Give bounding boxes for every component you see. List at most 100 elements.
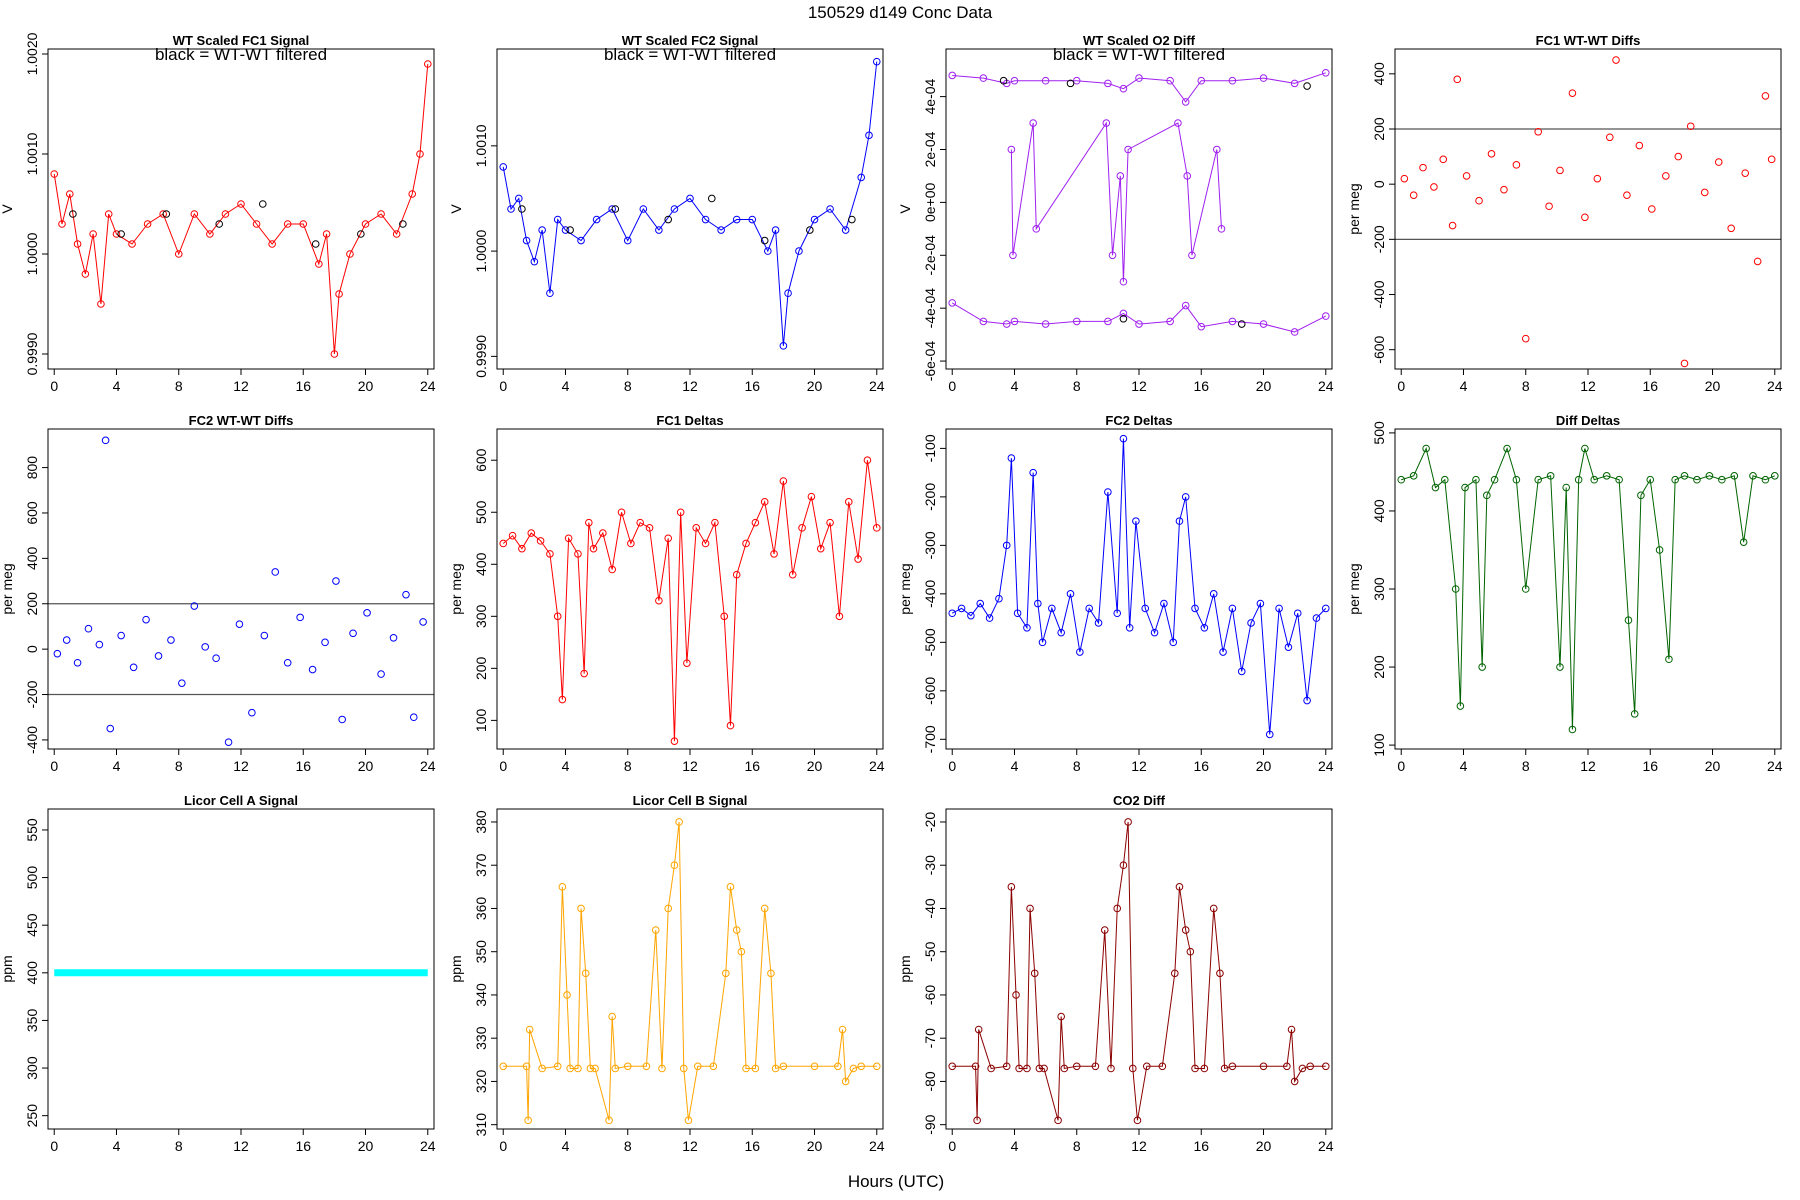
data-point (701, 215, 710, 224)
y-tick-label: 1.0000 (473, 229, 489, 272)
data-point (1183, 172, 1192, 180)
data-point (1128, 1064, 1137, 1073)
data-point (670, 737, 679, 745)
data-point (844, 498, 853, 506)
x-axis: 0 4 8 12 16 20 24 (50, 369, 436, 394)
y-tick-label: -6e-04 (922, 341, 938, 382)
data-point (508, 531, 517, 540)
data-point (1213, 145, 1221, 154)
data-point (608, 205, 616, 213)
y-axis: 250 300 350 400 450 500 550 (24, 818, 48, 1127)
data-point (1219, 648, 1227, 656)
x-tick-label: 12 (1131, 1138, 1147, 1154)
series-line (503, 821, 877, 1121)
x-axis: 0 4 8 12 16 20 24 (948, 749, 1334, 774)
data-point (1259, 1062, 1268, 1071)
y-tick-label: 600 (24, 501, 40, 525)
data-point (1770, 472, 1779, 480)
data-point (971, 1062, 980, 1071)
data-point (1119, 314, 1128, 323)
data-point (1303, 696, 1311, 705)
data-point (1397, 475, 1406, 484)
data-point (1007, 145, 1016, 154)
data-point (338, 715, 346, 724)
data-point (142, 615, 150, 624)
data-point (1166, 317, 1174, 326)
panel-title: Licor Cell A Signal (184, 793, 298, 808)
data-point (967, 611, 975, 620)
data-point (1761, 92, 1770, 100)
data-point (283, 220, 292, 228)
y-tick-label: -100 (922, 434, 938, 462)
data-point (1216, 969, 1224, 978)
data-point (1562, 483, 1571, 492)
data-point (1132, 517, 1140, 525)
data-point (810, 1062, 819, 1071)
data-point (1655, 546, 1664, 554)
data-point (1191, 604, 1199, 613)
data-point (154, 652, 163, 660)
data-point (948, 71, 957, 80)
x-tick-label: 24 (1767, 758, 1783, 774)
y-tick-label: 500 (24, 866, 40, 890)
data-point (639, 205, 648, 213)
data-point (1741, 169, 1750, 177)
data-point (1521, 334, 1530, 343)
series-line (502, 61, 878, 346)
data-point (863, 456, 872, 465)
x-tick-label: 4 (113, 1138, 121, 1154)
data-point (816, 544, 825, 553)
data-point (1119, 861, 1128, 870)
x-tick-label: 24 (420, 1138, 436, 1154)
data-point (1448, 221, 1457, 230)
x-tick-label: 0 (499, 758, 507, 774)
data-point (577, 904, 585, 913)
data-point (73, 658, 82, 667)
panel-annotation: black = WT-WT filtered (155, 45, 327, 64)
panel-title: FC1 Deltas (656, 413, 723, 428)
data-point (605, 1116, 613, 1125)
data-point (771, 1064, 780, 1073)
data-point (95, 640, 104, 649)
x-tick-label: 24 (1318, 758, 1334, 774)
y-tick-label: 100 (473, 708, 489, 732)
data-point (1490, 475, 1499, 484)
y-tick-label: -300 (922, 531, 938, 559)
data-point (1072, 1062, 1081, 1071)
data-point (392, 230, 401, 238)
data-point (89, 230, 97, 238)
data-point (563, 991, 571, 999)
data-point (742, 1064, 750, 1073)
series-line (1010, 121, 1222, 282)
data-point (1461, 483, 1469, 492)
data-point (1590, 475, 1599, 484)
data-point (1104, 488, 1112, 496)
y-tick-label: 100 (1371, 733, 1387, 757)
data-point (577, 236, 585, 245)
y-tick-label: 550 (24, 818, 40, 842)
y-axis: 100 200 300 400 500 (1371, 421, 1395, 757)
data-point (1767, 155, 1776, 164)
data-point (948, 1062, 957, 1071)
data-point (1209, 904, 1218, 913)
x-tick-label: 12 (1580, 378, 1596, 394)
x-tick-label: 4 (113, 378, 121, 394)
data-point (201, 643, 210, 651)
series-wt-wt-filtered (518, 194, 856, 245)
data-point (1007, 454, 1016, 462)
data-point (1104, 79, 1112, 88)
data-point (574, 550, 582, 558)
data-point (1475, 196, 1483, 205)
data-point (1076, 648, 1084, 656)
data-point (1228, 604, 1237, 613)
data-point (999, 76, 1008, 85)
x-tick-label: 24 (420, 378, 436, 394)
y-tick-label: -400 (1371, 280, 1387, 308)
data-point (50, 170, 59, 178)
data-point (536, 537, 545, 545)
y-tick-label: -200 (1371, 225, 1387, 253)
data-point (1574, 475, 1583, 484)
data-point (1259, 320, 1268, 328)
data-point (679, 1064, 688, 1073)
